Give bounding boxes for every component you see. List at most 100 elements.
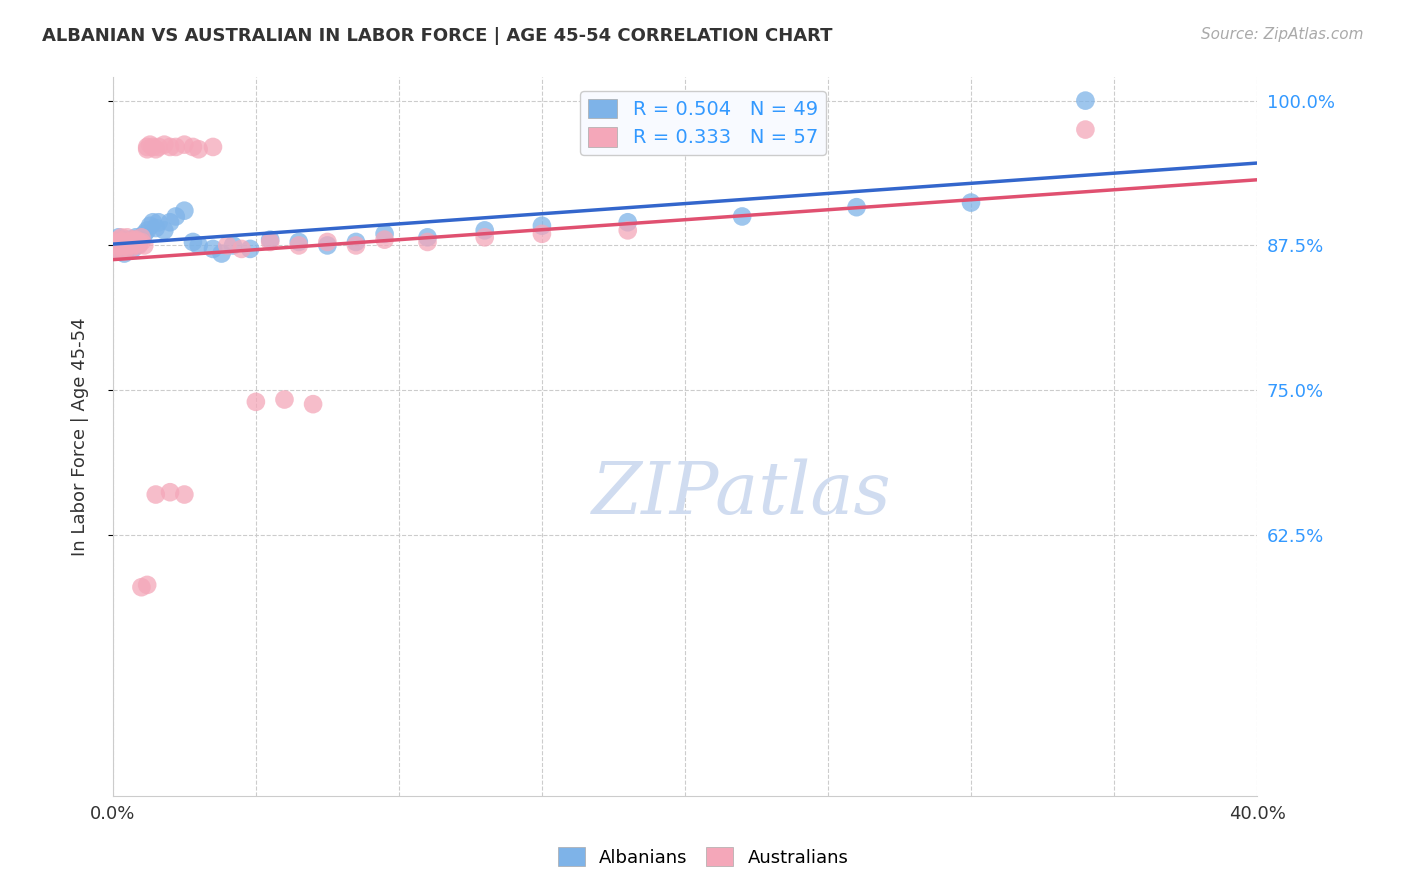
Point [128, 235, 150, 249]
Point [110, 238, 132, 252]
Point [145, 487, 167, 501]
Point [148, 140, 170, 154]
Point [107, 230, 129, 244]
Point [136, 142, 159, 156]
Y-axis label: In Labor Force | Age 45-54: In Labor Force | Age 45-54 [72, 318, 89, 556]
Point [273, 392, 295, 407]
Point [211, 246, 233, 260]
Point [128, 237, 150, 252]
Point [201, 242, 224, 256]
Point [187, 238, 209, 252]
Point [131, 230, 153, 244]
Point [115, 238, 138, 252]
Point [125, 233, 148, 247]
Point [122, 233, 145, 247]
Point [474, 230, 496, 244]
Point [104, 235, 127, 249]
Point [104, 242, 127, 256]
Point [148, 215, 170, 229]
Point [134, 227, 156, 241]
Point [316, 238, 339, 252]
Text: ALBANIAN VS AUSTRALIAN IN LABOR FORCE | AGE 45-54 CORRELATION CHART: ALBANIAN VS AUSTRALIAN IN LABOR FORCE | … [42, 27, 832, 45]
Point [122, 233, 145, 247]
Point [616, 215, 638, 229]
Point [374, 233, 396, 247]
Point [115, 233, 138, 247]
Point [118, 235, 141, 249]
Point [165, 140, 187, 154]
Point [245, 394, 267, 409]
Point [128, 233, 150, 247]
Point [173, 487, 195, 501]
Point [104, 235, 127, 249]
Point [110, 238, 132, 252]
Point [128, 238, 150, 252]
Point [112, 246, 135, 260]
Point [125, 235, 148, 249]
Point [115, 235, 138, 249]
Point [139, 137, 162, 152]
Point [159, 485, 181, 500]
Point [302, 397, 325, 411]
Legend: R = 0.504   N = 49, R = 0.333   N = 57: R = 0.504 N = 49, R = 0.333 N = 57 [581, 91, 825, 155]
Text: ZIPatlas: ZIPatlas [592, 458, 891, 529]
Point [118, 242, 141, 256]
Point [131, 230, 153, 244]
Point [131, 580, 153, 594]
Point [105, 242, 128, 256]
Point [239, 242, 262, 256]
Point [960, 195, 983, 210]
Point [845, 200, 868, 214]
Point [474, 223, 496, 237]
Point [115, 230, 138, 244]
Point [416, 230, 439, 244]
Point [105, 238, 128, 252]
Point [159, 140, 181, 154]
Point [201, 140, 224, 154]
Point [136, 578, 159, 592]
Point [107, 244, 129, 259]
Point [530, 227, 553, 241]
Point [344, 238, 367, 252]
Point [416, 235, 439, 249]
Point [530, 219, 553, 233]
Point [125, 237, 148, 252]
Point [173, 203, 195, 218]
Point [131, 235, 153, 249]
Point [159, 215, 181, 229]
Point [115, 242, 138, 256]
Point [136, 223, 159, 237]
Point [112, 244, 135, 259]
Point [1074, 122, 1097, 136]
Point [1074, 94, 1097, 108]
Point [616, 223, 638, 237]
Point [165, 210, 187, 224]
Point [259, 235, 281, 249]
Point [145, 221, 167, 235]
Point [107, 233, 129, 247]
Point [118, 238, 141, 252]
Point [107, 244, 129, 259]
Point [139, 219, 162, 233]
Point [122, 242, 145, 256]
Point [374, 227, 396, 241]
Point [118, 235, 141, 249]
Point [125, 230, 148, 244]
Point [110, 235, 132, 249]
Point [110, 233, 132, 247]
Point [112, 238, 135, 252]
Point [153, 223, 176, 237]
Point [344, 235, 367, 249]
Point [105, 237, 128, 252]
Point [173, 137, 195, 152]
Point [288, 235, 311, 249]
Point [217, 238, 239, 252]
Point [288, 238, 311, 252]
Point [145, 142, 167, 156]
Point [316, 235, 339, 249]
Point [136, 140, 159, 154]
Point [222, 238, 245, 252]
Point [231, 242, 253, 256]
Point [187, 142, 209, 156]
Point [122, 238, 145, 252]
